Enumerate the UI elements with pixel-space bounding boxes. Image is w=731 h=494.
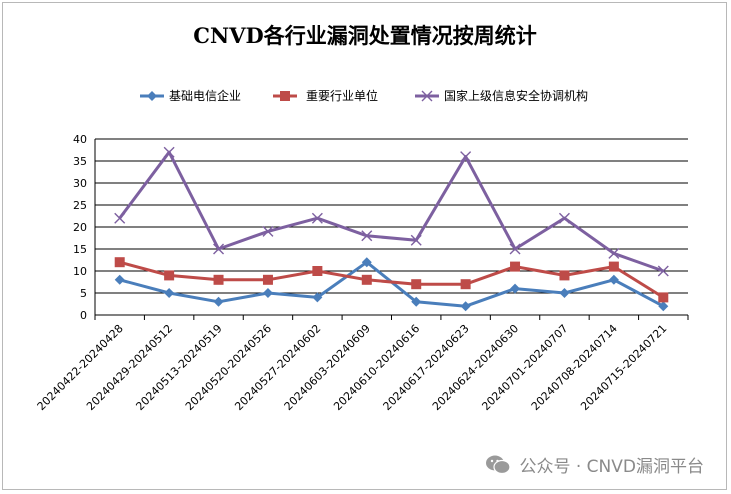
- y-tick-label: 0: [80, 309, 87, 322]
- data-point-square: [460, 279, 471, 290]
- data-point-x: [262, 225, 274, 237]
- data-point-square: [213, 274, 224, 285]
- data-point-x: [361, 230, 373, 242]
- data-point-x: [421, 90, 433, 102]
- plot-area: [114, 146, 669, 312]
- data-point-square: [361, 274, 372, 285]
- x-tick-label: 20240624-20240630: [430, 322, 521, 413]
- data-point-diamond: [510, 283, 521, 294]
- data-point-diamond: [559, 288, 570, 298]
- data-point-x: [558, 212, 570, 224]
- y-tick-label: 15: [73, 243, 87, 256]
- wechat-icon: [485, 454, 512, 476]
- data-point-x: [213, 243, 225, 255]
- y-tick-label: 5: [80, 287, 87, 300]
- data-point-diamond: [147, 91, 157, 101]
- legend-label: 重要行业单位: [306, 88, 378, 103]
- data-point-square: [510, 261, 521, 272]
- data-point-square: [658, 292, 669, 303]
- data-point-square: [608, 261, 619, 272]
- y-axis: 0 5 10 15 20 25 30 35 40: [73, 133, 96, 322]
- series-line: [118, 150, 664, 273]
- data-point-diamond: [312, 292, 323, 303]
- x-tick-label: 20240520-20240526: [183, 322, 274, 413]
- data-point-square: [411, 279, 422, 290]
- watermark: 公众号 · CNVD漏洞平台: [485, 452, 704, 477]
- x-tick-label: 20240715-20240721: [578, 322, 669, 413]
- data-point-x: [311, 212, 323, 224]
- legend-label: 国家上级信息安全协调机构: [444, 88, 588, 103]
- x-tick-label: 20240429-20240512: [84, 322, 175, 413]
- data-point-x: [657, 265, 669, 277]
- legend-item: 基础电信企业: [140, 88, 241, 103]
- data-point-square: [312, 266, 323, 276]
- x-tick-label: 20240513-20240519: [133, 322, 224, 413]
- data-point-diamond: [460, 301, 471, 312]
- legend-label: 基础电信企业: [169, 88, 241, 103]
- data-point-square: [114, 257, 125, 268]
- data-point-x: [608, 247, 620, 259]
- x-tick-label: 20240527-20240602: [232, 322, 323, 413]
- data-point-diamond: [262, 288, 273, 298]
- data-point-diamond: [114, 274, 125, 285]
- x-tick-label: 20240617-20240623: [381, 322, 472, 413]
- x-tick-label: 20240708-20240714: [529, 322, 620, 413]
- data-point-x: [114, 212, 126, 224]
- data-point-x: [163, 146, 175, 158]
- y-tick-label: 40: [73, 133, 87, 146]
- data-point-square: [262, 274, 273, 285]
- chart-title: CNVD各行业漏洞处置情况按周统计: [193, 23, 536, 48]
- x-tick-label: 20240701-20240707: [479, 322, 570, 413]
- x-tick-label: 20240422-20240428: [35, 322, 126, 413]
- y-tick-label: 20: [73, 221, 87, 234]
- y-tick-label: 35: [73, 155, 87, 168]
- data-point-diamond: [213, 296, 224, 307]
- data-point-diamond: [361, 257, 372, 268]
- x-axis: 20240422-2024042820240429-20240512202405…: [35, 314, 689, 413]
- series-line: [119, 260, 665, 299]
- gridlines: [95, 138, 688, 316]
- y-tick-label: 25: [73, 199, 87, 212]
- series-1: [114, 257, 669, 312]
- series-line: [119, 260, 664, 308]
- legend-item: 重要行业单位: [273, 88, 378, 103]
- line-chart: CNVD各行业漏洞处置情况按周统计 基础电信企业 重要行业单位 国家上级信息安全协调…: [35, 23, 689, 413]
- data-point-diamond: [411, 296, 422, 307]
- x-tick-label: 20240610-20240616: [331, 322, 422, 413]
- series-3: [114, 146, 669, 277]
- data-point-x: [410, 234, 422, 246]
- chart-frame: CNVD各行业漏洞处置情况按周统计 基础电信企业 重要行业单位 国家上级信息安全协调…: [2, 2, 727, 490]
- data-point-diamond: [658, 301, 669, 312]
- watermark-text: 公众号 · CNVD漏洞平台: [519, 457, 704, 477]
- y-tick-label: 30: [73, 177, 87, 190]
- y-tick-label: 10: [73, 265, 87, 278]
- data-point-square: [559, 270, 570, 281]
- legend-item: 国家上级信息安全协调机构: [415, 88, 588, 103]
- legend: 基础电信企业 重要行业单位 国家上级信息安全协调机构: [140, 88, 588, 103]
- data-point-square: [280, 91, 290, 101]
- series-2: [114, 257, 669, 303]
- data-point-diamond: [608, 274, 619, 285]
- data-point-square: [164, 270, 175, 281]
- data-point-x: [509, 243, 521, 255]
- data-point-x: [460, 151, 472, 163]
- x-tick-label: 20240603-20240609: [282, 322, 373, 413]
- data-point-diamond: [164, 288, 175, 298]
